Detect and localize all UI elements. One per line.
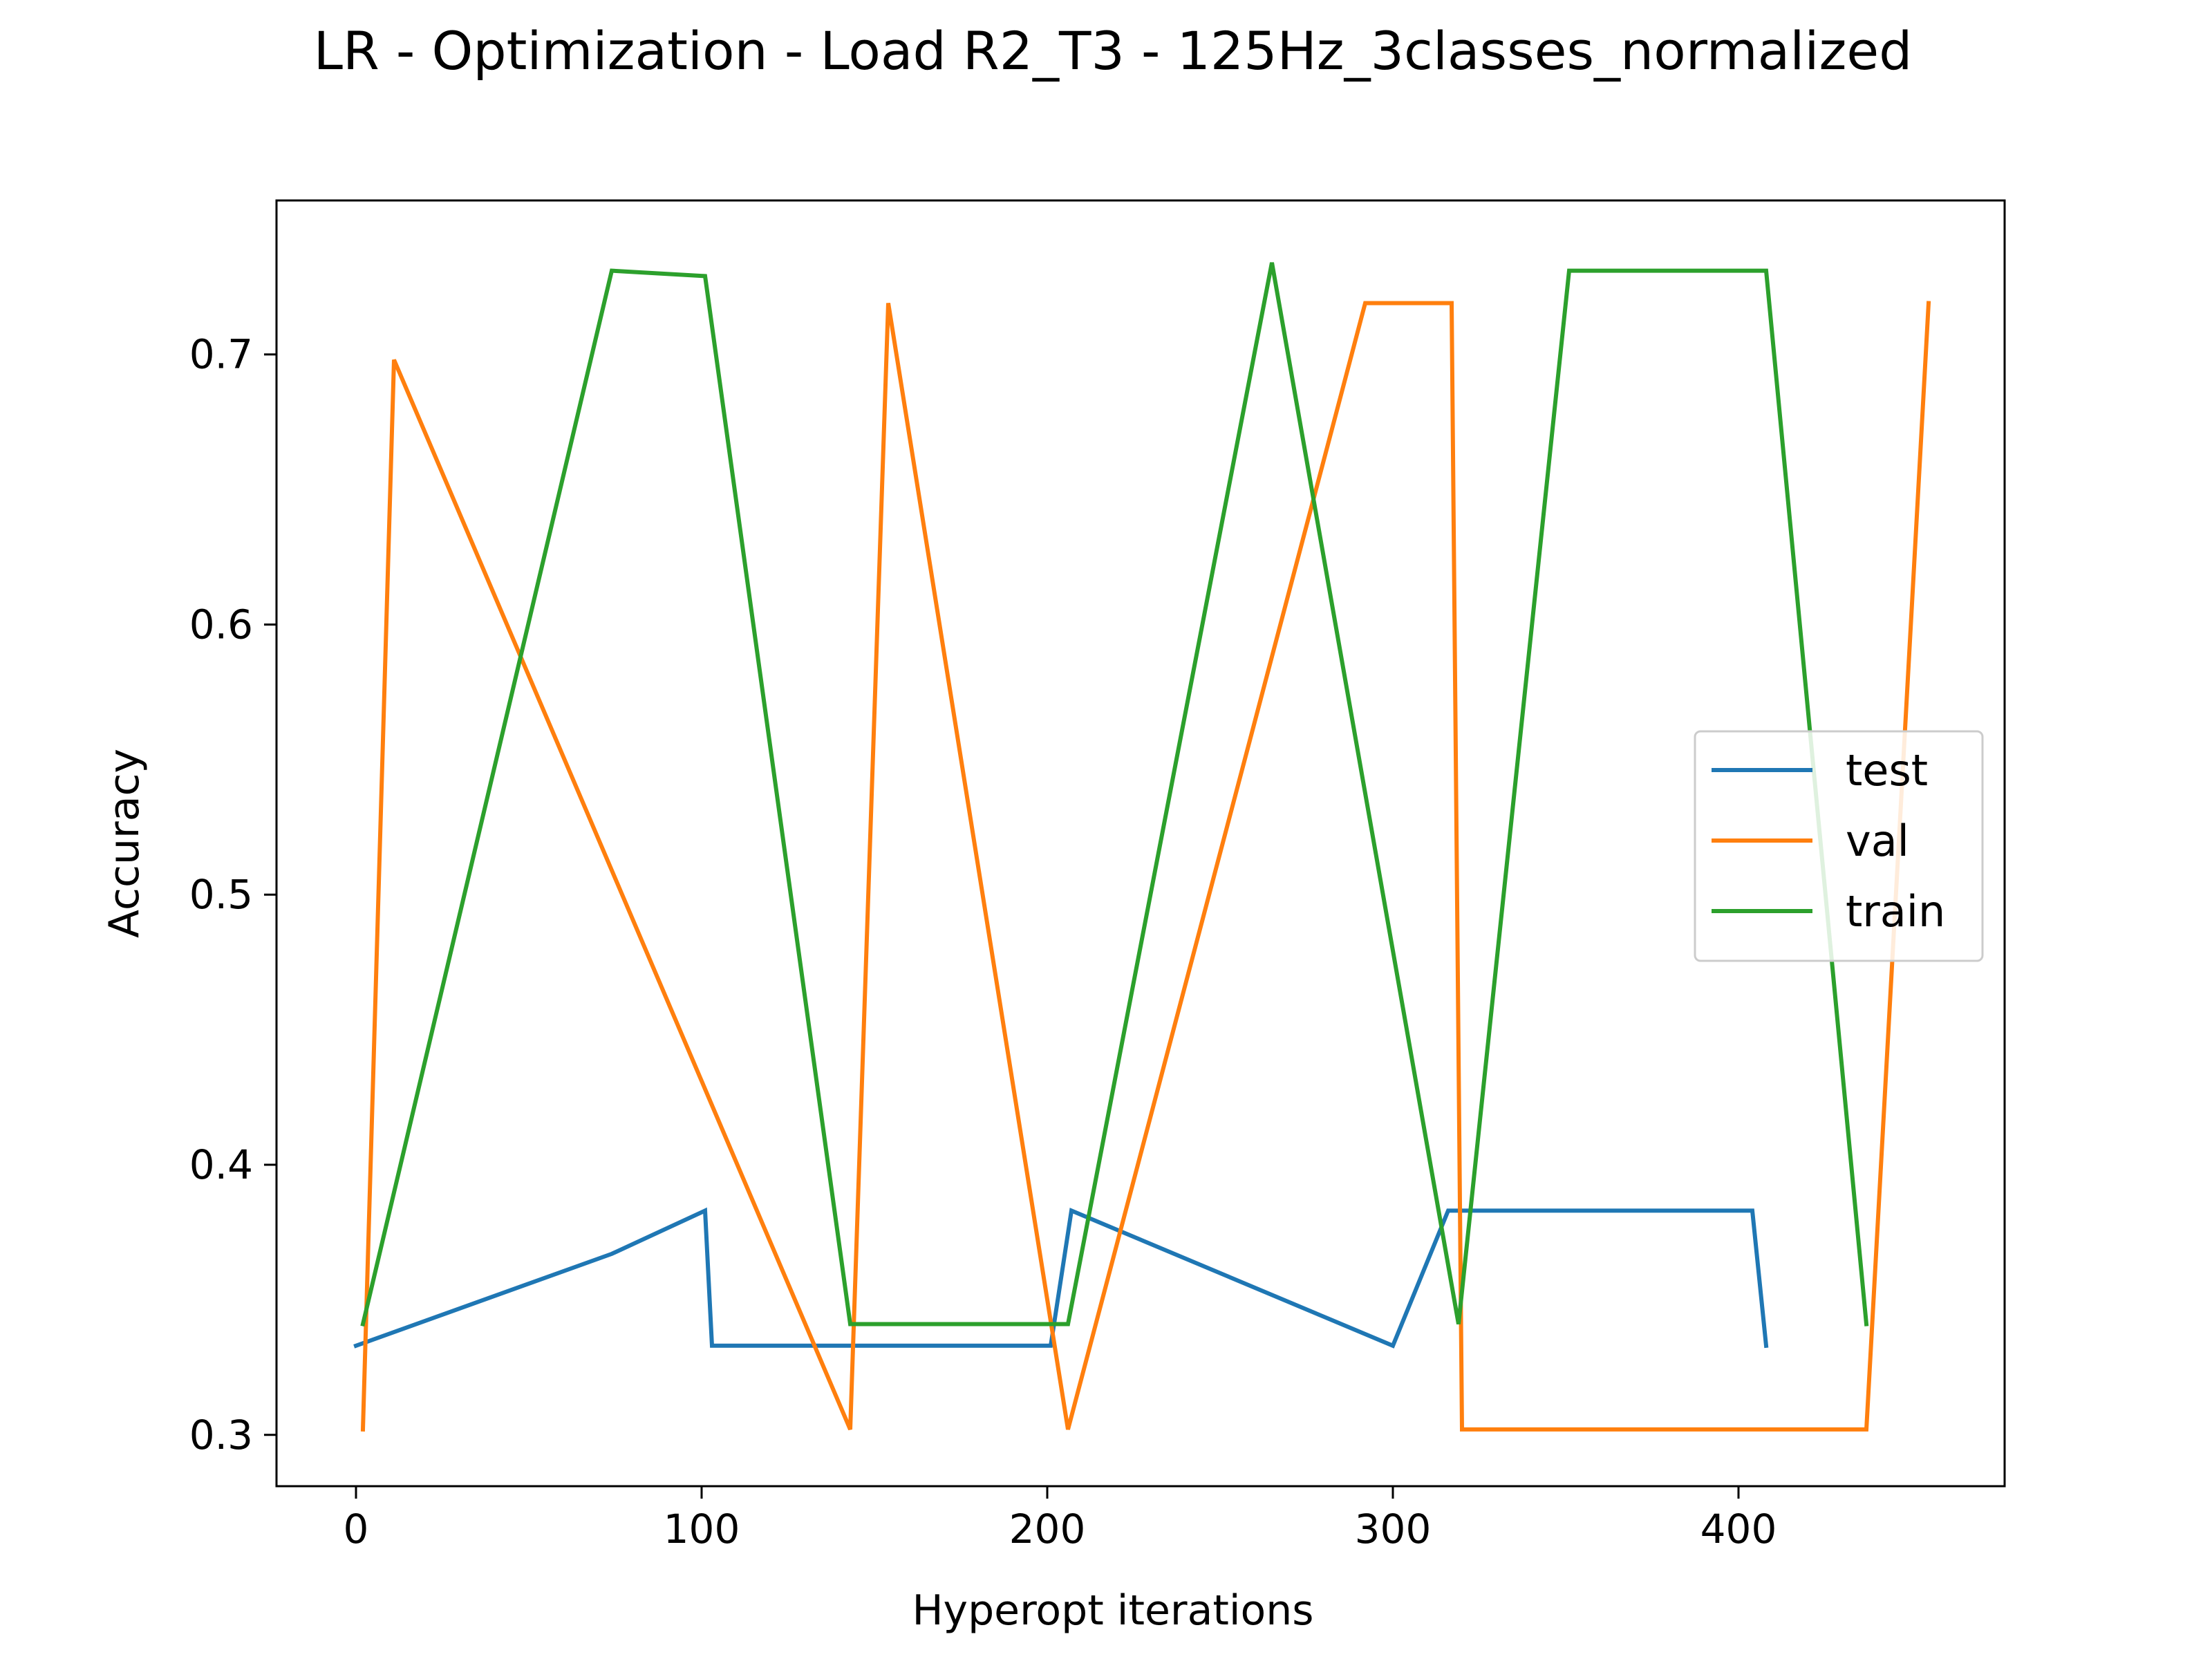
y-tick-label: 0.6 [189, 601, 253, 648]
y-tick-label: 0.7 [189, 331, 253, 378]
series-line-val [360, 301, 1931, 1432]
plot-frame [275, 199, 2006, 1488]
legend-label-val: val [1846, 816, 1909, 866]
x-tick-label: 200 [1009, 1506, 1086, 1553]
legend: test val train [1694, 730, 1984, 962]
series-line-train [360, 262, 1869, 1327]
y-tick-label: 0.5 [189, 871, 253, 918]
y-tick-label: 0.3 [189, 1412, 253, 1459]
x-tick-label: 400 [1700, 1506, 1777, 1553]
y-tick-label: 0.4 [189, 1141, 253, 1188]
x-tick-label: 300 [1355, 1506, 1432, 1553]
legend-label-train: train [1846, 886, 1945, 937]
x-axis-label: Hyperopt iterations [912, 1586, 1313, 1635]
series-line-test [353, 1207, 1769, 1349]
legend-box [1694, 730, 1984, 962]
x-tick-label: 0 [344, 1506, 369, 1553]
legend-label-test: test [1846, 745, 1928, 796]
y-axis-label: Accuracy [100, 749, 149, 938]
chart-title: LR - Optimization - Load R2_T3 - 125Hz_3… [314, 20, 1913, 82]
x-tick-label: 100 [664, 1506, 740, 1553]
